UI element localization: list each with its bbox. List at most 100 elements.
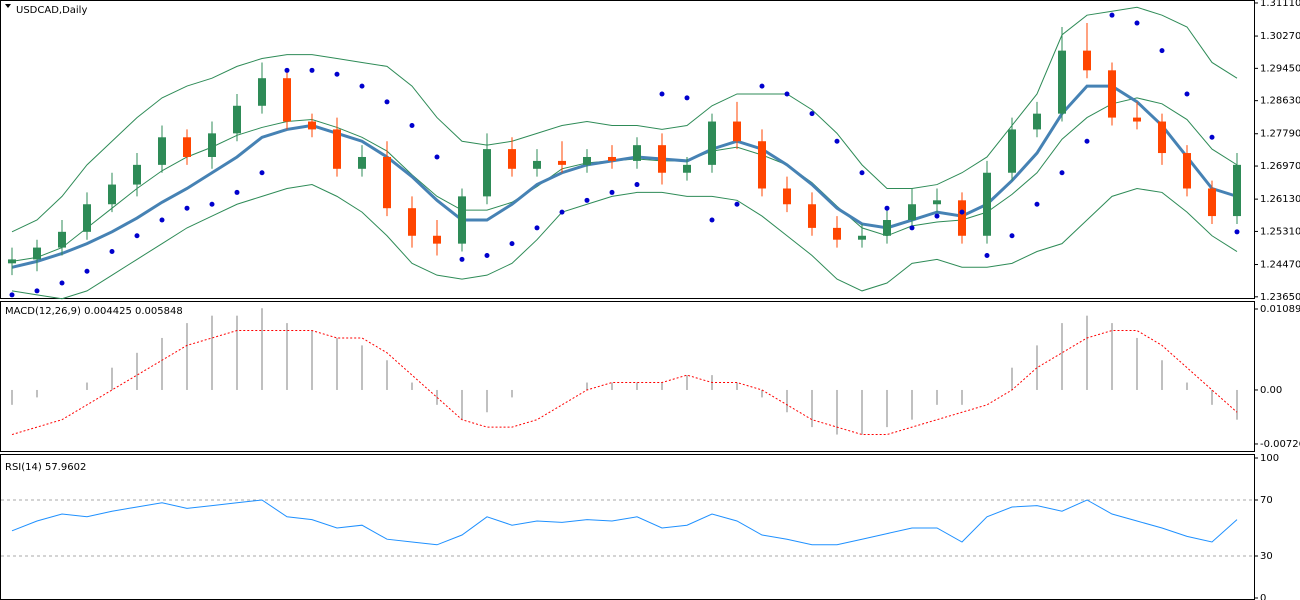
sar-dot (509, 241, 515, 247)
candle-body (958, 200, 966, 236)
candle-body (733, 121, 741, 142)
candle-body (258, 78, 266, 106)
sar-dot (259, 170, 265, 176)
sar-dot (609, 189, 615, 195)
y-tick-label: 1.29450 (1260, 63, 1300, 74)
candle-body (308, 121, 316, 130)
panel-frame (0, 454, 1255, 600)
indicator-line (11, 97, 1238, 262)
candle-body (1183, 153, 1191, 189)
y-tick-label: 1.23650 (1260, 292, 1300, 303)
candle-body (1008, 129, 1016, 173)
candle-body (158, 137, 166, 165)
sar-dot (1159, 48, 1165, 54)
sar-dot (1109, 12, 1115, 18)
y-tick-label: 100 (1260, 453, 1279, 464)
sar-dot (959, 209, 965, 215)
sar-dot (309, 67, 315, 73)
sar-dot (1134, 20, 1140, 26)
y-tick-label: 0 (1260, 593, 1266, 600)
candle-body (108, 184, 116, 205)
indicator-line (11, 84, 1238, 269)
sar-dot (159, 217, 165, 223)
candle-body (1058, 50, 1066, 114)
sar-dot (584, 197, 590, 203)
signal-line (11, 330, 1238, 436)
candle-body (58, 231, 66, 248)
sar-dot (359, 83, 365, 89)
candle-body (233, 105, 241, 134)
candle-body (383, 156, 391, 209)
y-tick-label: 30 (1260, 551, 1273, 562)
panel-title: RSI(14) 57.9602 (5, 462, 86, 473)
candle-body (833, 227, 841, 240)
sar-dot (984, 252, 990, 258)
sar-dot (709, 217, 715, 223)
candle-body (683, 164, 691, 173)
candle-body (633, 145, 641, 161)
sar-dot (659, 91, 665, 97)
y-tick-label: 1.27790 (1260, 129, 1300, 140)
sar-dot (734, 201, 740, 207)
y-tick-label: 1.24470 (1260, 260, 1300, 271)
sar-dot (1009, 233, 1015, 239)
sar-dot (559, 209, 565, 215)
sar-dot (134, 233, 140, 239)
candle-body (1158, 121, 1166, 154)
sar-dot (384, 99, 390, 105)
candle-body (1108, 70, 1116, 118)
sar-dot (109, 249, 115, 255)
y-tick-label: 1.25310 (1260, 226, 1300, 237)
sar-dot (784, 91, 790, 97)
candle-body (358, 156, 366, 169)
sar-dot (59, 280, 65, 286)
sar-dot (9, 292, 15, 298)
y-tick-label: 70 (1260, 495, 1273, 506)
y-tick-label: 1.31110 (1260, 0, 1300, 9)
candle-body (533, 160, 541, 169)
candle-body (658, 145, 666, 173)
y-tick-label: 1.26970 (1260, 161, 1300, 172)
candle-body (883, 220, 891, 236)
candle-body (283, 78, 291, 122)
indicator-line (11, 184, 1238, 300)
candle-body (1033, 113, 1041, 130)
sar-dot (209, 201, 215, 207)
sar-dot (859, 170, 865, 176)
candle-body (1133, 117, 1141, 122)
candle-body (433, 235, 441, 244)
panel-title: USDCAD,Daily (16, 5, 87, 16)
sar-dot (284, 67, 290, 73)
candle-body (1208, 188, 1216, 217)
candle-body (1083, 50, 1091, 71)
y-tick-label: 1.30270 (1260, 31, 1300, 42)
y-tick-label: 1.26130 (1260, 194, 1300, 205)
candle-body (908, 204, 916, 221)
sar-dot (884, 205, 890, 211)
candle-body (983, 172, 991, 236)
candle-body (408, 208, 416, 236)
candle-body (1233, 164, 1241, 217)
rsi-line (11, 499, 1238, 546)
sar-dot (909, 225, 915, 231)
candle-body (458, 196, 466, 244)
sar-dot (34, 288, 40, 294)
sar-dot (684, 95, 690, 101)
candle-body (808, 204, 816, 228)
candle-body (858, 235, 866, 240)
candle-body (708, 121, 716, 165)
candle-body (133, 164, 141, 185)
sar-dot (84, 268, 90, 274)
candle-body (333, 129, 341, 169)
candle-body (183, 137, 191, 157)
sar-dot (1034, 201, 1040, 207)
candle-body (483, 149, 491, 197)
sar-dot (1184, 91, 1190, 97)
sar-dot (809, 111, 815, 117)
sar-dot (834, 138, 840, 144)
sar-dot (409, 122, 415, 128)
sar-dot (534, 225, 540, 231)
candle-body (33, 247, 41, 260)
candle-body (558, 160, 566, 165)
